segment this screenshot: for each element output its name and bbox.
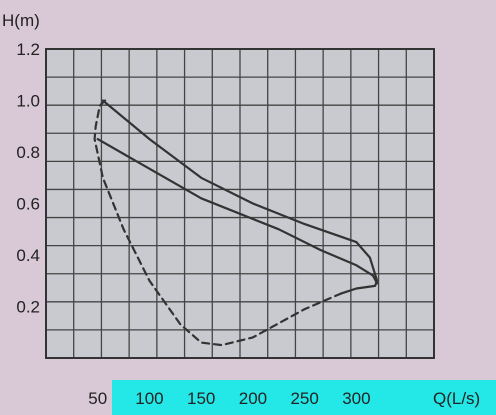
y-tick-label: 0.8 [16,143,40,162]
y-tick-label: 1.0 [16,92,40,111]
y-tick-label: 0.2 [16,298,40,317]
grid [46,49,434,358]
plot-frame [45,48,435,359]
y-tick-label: 0.4 [16,246,40,265]
series-group [93,99,379,347]
x-tick-label: 150 [187,389,215,408]
x-axis-band [112,380,496,415]
x-tick-label: 50 [88,389,107,408]
x-tick-labels: 50 100 150 200 250 300 [88,389,370,408]
x-tick-label: 250 [290,389,318,408]
series-line-3 [93,99,342,347]
x-axis-title: Q(L/s) [433,389,480,408]
y-tick-labels: 0.2 0.4 0.6 0.8 1.0 1.2 [16,40,40,317]
x-tick-label: 300 [342,389,370,408]
series-line-2 [101,99,379,295]
series-line-1 [96,138,379,285]
y-tick-label: 0.6 [16,195,40,214]
x-tick-label: 100 [135,389,163,408]
y-tick-label: 1.2 [16,40,40,59]
y-axis-title: H(m) [2,11,40,30]
x-tick-label: 200 [239,389,267,408]
